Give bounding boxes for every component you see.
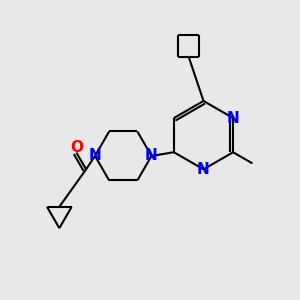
Text: N: N [88,148,101,164]
Text: O: O [70,140,83,155]
Text: N: N [145,148,158,164]
Text: N: N [197,162,210,177]
Text: N: N [227,110,239,125]
